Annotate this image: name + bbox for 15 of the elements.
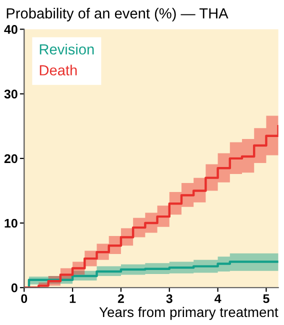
y-tick-label: 40	[4, 25, 18, 34]
text: Death	[40, 64, 77, 76]
x-tick-label: 0	[21, 294, 28, 304]
x-axis-title: Years from primary treatment	[99, 306, 278, 320]
x-tick-label: 2	[118, 294, 124, 303]
chart-title: Probability of an event (%) — THA	[6, 8, 228, 22]
y-tick-label: 0	[11, 283, 18, 292]
y-tick-label: 20	[4, 154, 18, 164]
y-tick-label: 30	[4, 90, 18, 99]
text: Revision	[40, 44, 94, 55]
x-tick-label: 3	[166, 294, 172, 304]
x-tick-label: 4	[214, 294, 222, 303]
x-tick-label: 5	[263, 294, 270, 304]
x-tick-label: 1	[70, 294, 76, 303]
y-tick-label: 10	[4, 218, 18, 228]
